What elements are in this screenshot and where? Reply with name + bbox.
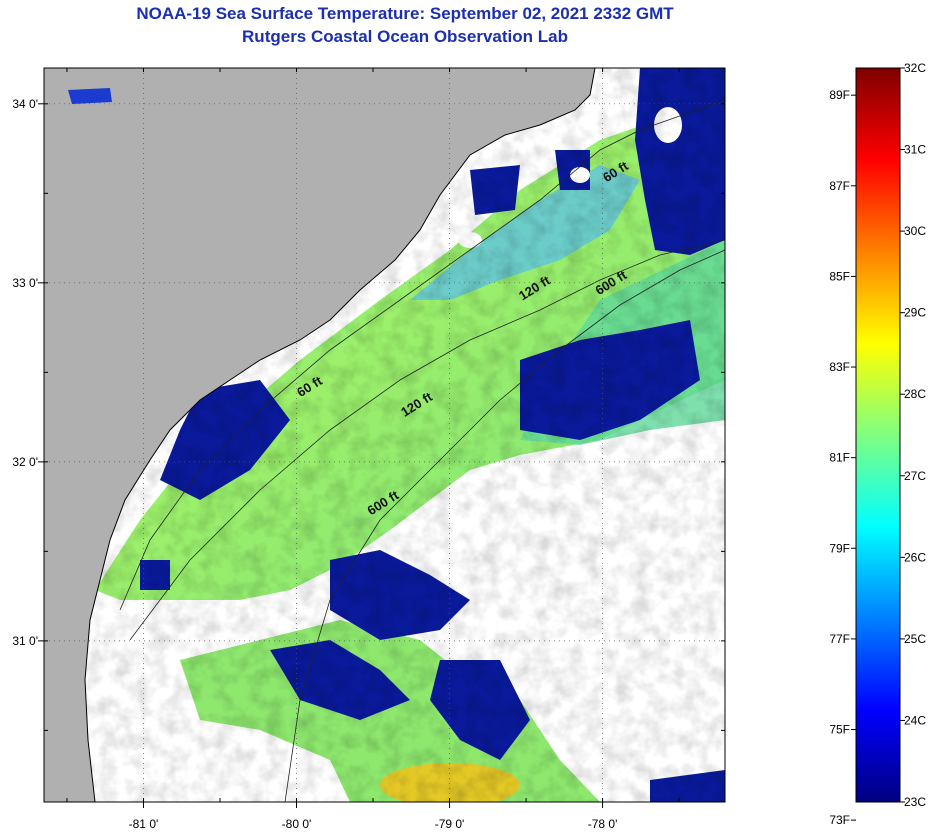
celsius-label: 30C	[904, 224, 926, 238]
celsius-label: 26C	[904, 550, 926, 564]
lon-tick-label: -79 0'	[435, 817, 465, 831]
map-title: NOAA-19 Sea Surface Temperature: Septemb…	[136, 4, 674, 23]
fahrenheit-label: 81F	[829, 451, 850, 465]
contour-120ft	[129, 239, 725, 641]
lat-tick-label: 31 0'	[12, 634, 38, 648]
celsius-label: 29C	[904, 306, 926, 320]
lat-tick-label: 34 0'	[12, 97, 38, 111]
celsius-label: 25C	[904, 632, 926, 646]
fahrenheit-label: 77F	[829, 632, 850, 646]
fahrenheit-label: 75F	[829, 723, 850, 737]
colorbar-scale	[855, 67, 901, 803]
lon-tick-label: -81 0'	[129, 817, 159, 831]
fahrenheit-label: 89F	[829, 88, 850, 102]
contour-60ft	[119, 99, 725, 611]
celsius-label: 24C	[904, 713, 926, 727]
celsius-label: 28C	[904, 387, 926, 401]
land-mass	[44, 68, 595, 802]
lat-tick-label: 32 0'	[12, 455, 38, 469]
fahrenheit-label: 83F	[829, 360, 850, 374]
lon-tick-label: -78 0'	[588, 817, 618, 831]
axis-labels: -81 0' -80 0' -79 0' -78 0' 34 0' 33 0' 32 0' 3…	[12, 97, 617, 831]
map-frame	[43, 67, 726, 803]
fahrenheit-label: 87F	[829, 179, 850, 193]
inland-water	[68, 88, 112, 104]
celsius-label: 31C	[904, 143, 926, 157]
map-subtitle: Rutgers Coastal Ocean Observation Lab	[242, 27, 568, 46]
celsius-label: 32C	[904, 61, 926, 75]
fahrenheit-label: 73F	[829, 813, 850, 827]
celsius-label: 23C	[904, 795, 926, 809]
graticule	[38, 68, 725, 808]
coastline	[84, 68, 596, 802]
lon-tick-label: -80 0'	[282, 817, 312, 831]
fahrenheit-label: 79F	[829, 541, 850, 555]
celsius-label: 27C	[904, 469, 926, 483]
contour-600ft	[284, 249, 725, 802]
lat-tick-label: 33 0'	[12, 276, 38, 290]
fahrenheit-label: 85F	[829, 269, 850, 283]
